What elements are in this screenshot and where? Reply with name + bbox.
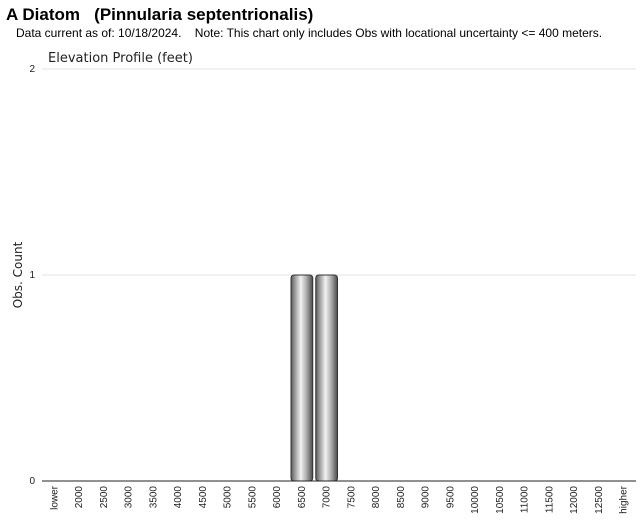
x-tick-label: 3000 [124,486,135,509]
x-tick-labels: lower 2000 2500 3000 3500 4000 4500 5000 5500 600… [49,485,629,513]
x-tick-label: 7000 [322,486,333,509]
x-tick-label: 6000 [272,486,283,509]
y-tick-label: 2 [29,64,35,75]
x-tick-label: 6500 [297,486,308,509]
x-tick-label: 11500 [544,486,555,514]
gridlines [42,68,636,276]
x-tick-label: 8000 [371,486,382,509]
y-tick-label: 0 [29,476,35,487]
bar-6500 [290,274,314,482]
x-tick-label: 10000 [470,486,481,514]
x-tick-label: 8500 [396,486,407,509]
x-tick-label: lower [49,485,60,510]
x-tick-label: 5000 [223,486,234,509]
x-tick-label: 4000 [173,486,184,509]
x-tick-label: 2000 [74,486,85,509]
x-tick-label: 9500 [445,486,456,509]
bars [290,274,338,482]
x-tick-label: 9000 [421,486,432,509]
x-tick-label: 4500 [198,486,209,509]
page-title: A Diatom (Pinnularia septentrionalis) [6,5,314,24]
bar-7000 [315,274,338,482]
x-tick-label: 12500 [594,486,605,514]
y-tick-labels: 0 1 2 [29,64,35,487]
x-tick-label: 3500 [148,486,159,509]
x-tick-label: 5500 [247,486,258,509]
x-tick-label: 11000 [520,486,531,514]
x-tick-label: 2500 [99,486,110,509]
y-tick-label: 1 [29,270,35,281]
x-tick-label: 7500 [346,486,357,509]
chart-title: Elevation Profile (feet) [48,51,193,66]
data-note: Data current as of: 10/18/2024. Note: Th… [16,26,603,40]
x-tick-label: higher [619,485,630,513]
x-tick-label: 12000 [569,486,580,514]
y-axis-label: Obs. Count [11,241,25,308]
x-tick-label: 10500 [495,486,506,514]
